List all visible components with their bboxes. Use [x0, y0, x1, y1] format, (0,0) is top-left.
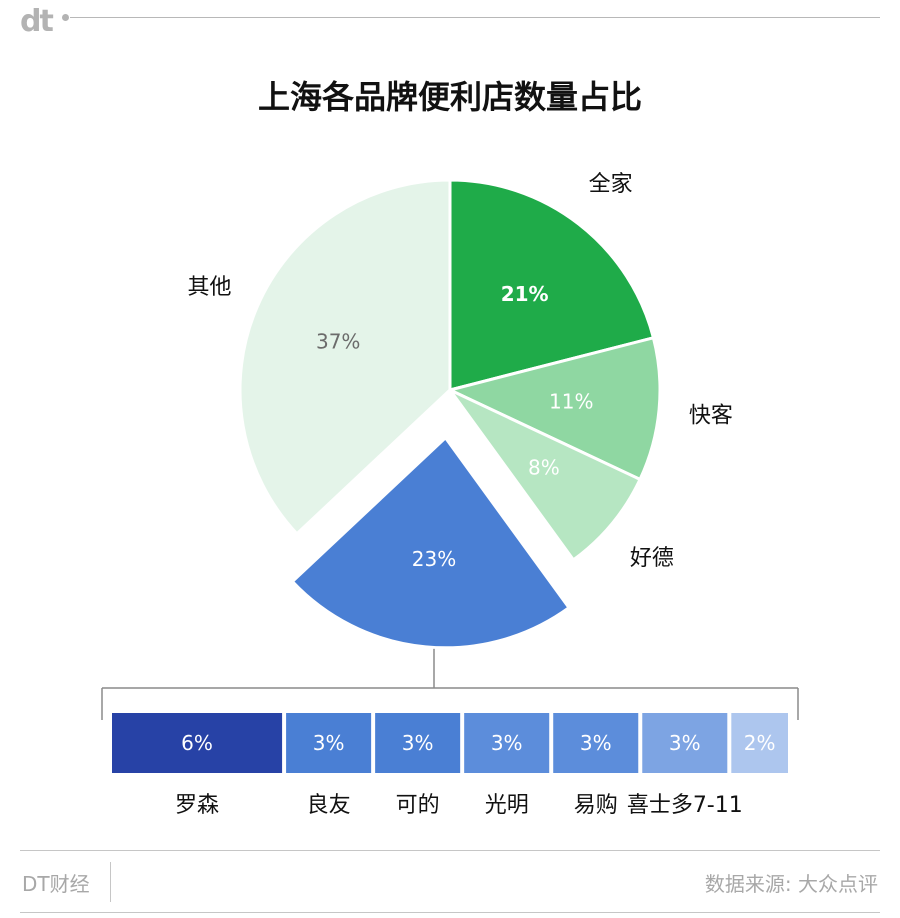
brand-separator — [110, 862, 111, 902]
slice-category-label: 全家 — [589, 172, 633, 197]
pie-slice — [290, 435, 572, 650]
pie-slice — [448, 178, 656, 392]
breakdown-value-label: 3% — [491, 731, 523, 755]
slice-value-label: 11% — [549, 389, 593, 413]
breakdown-value-label: 3% — [669, 731, 701, 755]
breakdown-segment — [112, 713, 283, 773]
footer-top-divider — [20, 850, 880, 851]
breakdown-segment — [464, 713, 550, 773]
breakdown-category-label: 良友 — [307, 793, 351, 818]
slice-value-label: 21% — [501, 282, 549, 306]
breakdown-value-label: 3% — [313, 731, 345, 755]
breakdown-category-label: 易购 — [574, 793, 618, 818]
breakdown-value-label: 2% — [744, 731, 776, 755]
slice-value-label: 23% — [412, 547, 456, 571]
logo-dot — [62, 14, 69, 21]
breakdown-segment — [553, 713, 639, 773]
pie-chart: 21% 全家 11% 快客 8% 好德 23% 37% 其他 6% 罗森 3% 良友 3% 可的 3% 光明 3%… — [101, 172, 799, 818]
data-source: 数据来源: 大众点评 — [704, 872, 878, 896]
breakdown-category-label: 光明 — [485, 793, 529, 818]
chart-title: 上海各品牌便利店数量占比 — [257, 78, 642, 116]
slice-category-label: 好德 — [630, 546, 674, 571]
dt-logo: dt — [20, 4, 54, 39]
brand-name: DT财经 — [22, 872, 90, 896]
breakdown-value-label: 3% — [402, 731, 434, 755]
breakdown-segment — [642, 713, 728, 773]
breakdown-segment — [286, 713, 372, 773]
top-divider — [70, 17, 880, 18]
footer-bottom-divider — [20, 912, 880, 913]
breakdown-category-label: 可的 — [396, 793, 440, 818]
pie-slice — [238, 178, 452, 536]
pie-slice — [445, 335, 662, 482]
breakdown-value-label: 6% — [181, 731, 213, 755]
slice-value-label: 37% — [316, 330, 360, 354]
slice-category-label: 其他 — [188, 275, 232, 300]
pie-slice — [448, 388, 643, 562]
slice-value-label: 8% — [528, 456, 560, 480]
slice-category-label: 快客 — [689, 404, 733, 429]
breakdown-segment — [731, 713, 788, 773]
breakdown-value-label: 3% — [580, 731, 612, 755]
breakdown-category-label: 喜士多7-11 — [627, 793, 743, 818]
breakdown-segment — [375, 713, 461, 773]
breakdown-category-label: 罗森 — [175, 793, 219, 818]
